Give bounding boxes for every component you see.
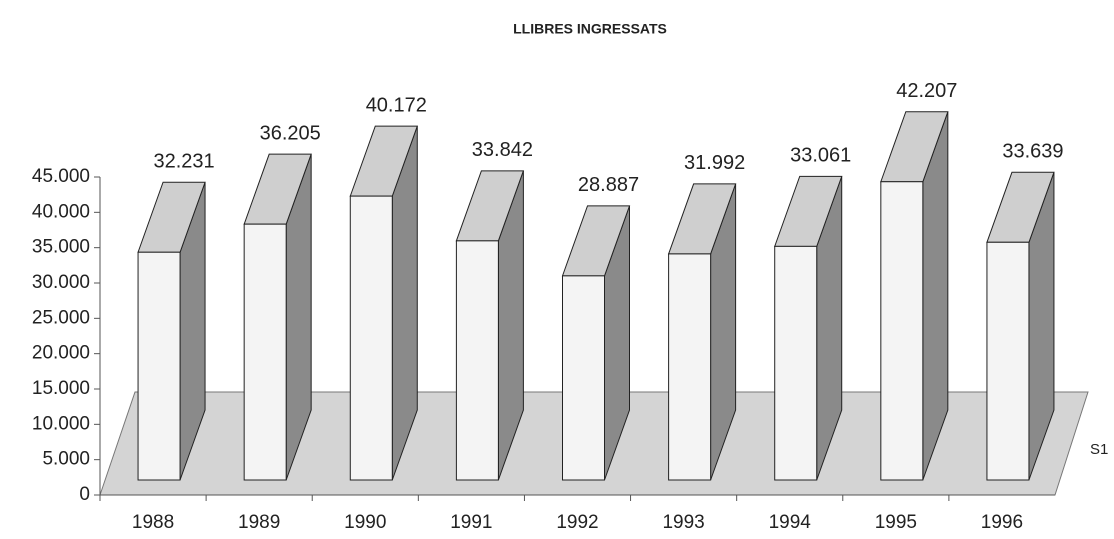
y-tick-label: 10.000 bbox=[32, 413, 90, 434]
y-tick-label: 40.000 bbox=[32, 201, 90, 222]
bar-front bbox=[774, 245, 818, 481]
bar-front bbox=[986, 241, 1030, 481]
value-label: 28.887 bbox=[578, 174, 639, 196]
x-tick-label: 1988 bbox=[132, 512, 174, 533]
x-tick-label: 1993 bbox=[662, 512, 704, 533]
bar-front bbox=[562, 275, 605, 481]
value-label: 33.061 bbox=[790, 145, 851, 167]
value-label: 31.992 bbox=[684, 152, 745, 174]
bar-front bbox=[137, 251, 181, 481]
x-tick-label: 1994 bbox=[769, 512, 812, 533]
bar-front bbox=[455, 240, 499, 481]
x-tick-label: 1990 bbox=[344, 512, 386, 533]
legend-label: S1 bbox=[1090, 441, 1108, 458]
y-tick-label: 35.000 bbox=[32, 237, 90, 258]
y-tick-label: 15.000 bbox=[32, 378, 90, 399]
y-tick-label: 5.000 bbox=[42, 449, 90, 470]
bar-front bbox=[880, 181, 924, 481]
y-tick-label: 30.000 bbox=[32, 272, 90, 293]
bar-front bbox=[243, 223, 287, 481]
value-label: 42.207 bbox=[896, 80, 957, 102]
x-tick-label: 1995 bbox=[875, 512, 917, 533]
x-tick-label: 1991 bbox=[450, 512, 492, 533]
y-tick-label: 0 bbox=[79, 484, 90, 505]
value-label: 33.842 bbox=[472, 139, 533, 161]
x-tick-label: 1992 bbox=[556, 512, 598, 533]
value-label: 32.231 bbox=[153, 151, 214, 173]
value-label: 33.639 bbox=[1002, 141, 1063, 163]
y-tick-label: 20.000 bbox=[32, 343, 90, 364]
y-tick-label: 25.000 bbox=[32, 307, 90, 328]
chart-title: LLIBRES INGRESSATS bbox=[513, 21, 667, 37]
bar-front bbox=[668, 253, 712, 481]
value-label: 40.172 bbox=[366, 94, 427, 116]
value-label: 36.205 bbox=[260, 122, 321, 144]
bar-front bbox=[349, 195, 393, 481]
x-tick-label: 1989 bbox=[238, 512, 280, 533]
x-tick-label: 1996 bbox=[981, 512, 1023, 533]
y-tick-label: 45.000 bbox=[32, 166, 90, 187]
